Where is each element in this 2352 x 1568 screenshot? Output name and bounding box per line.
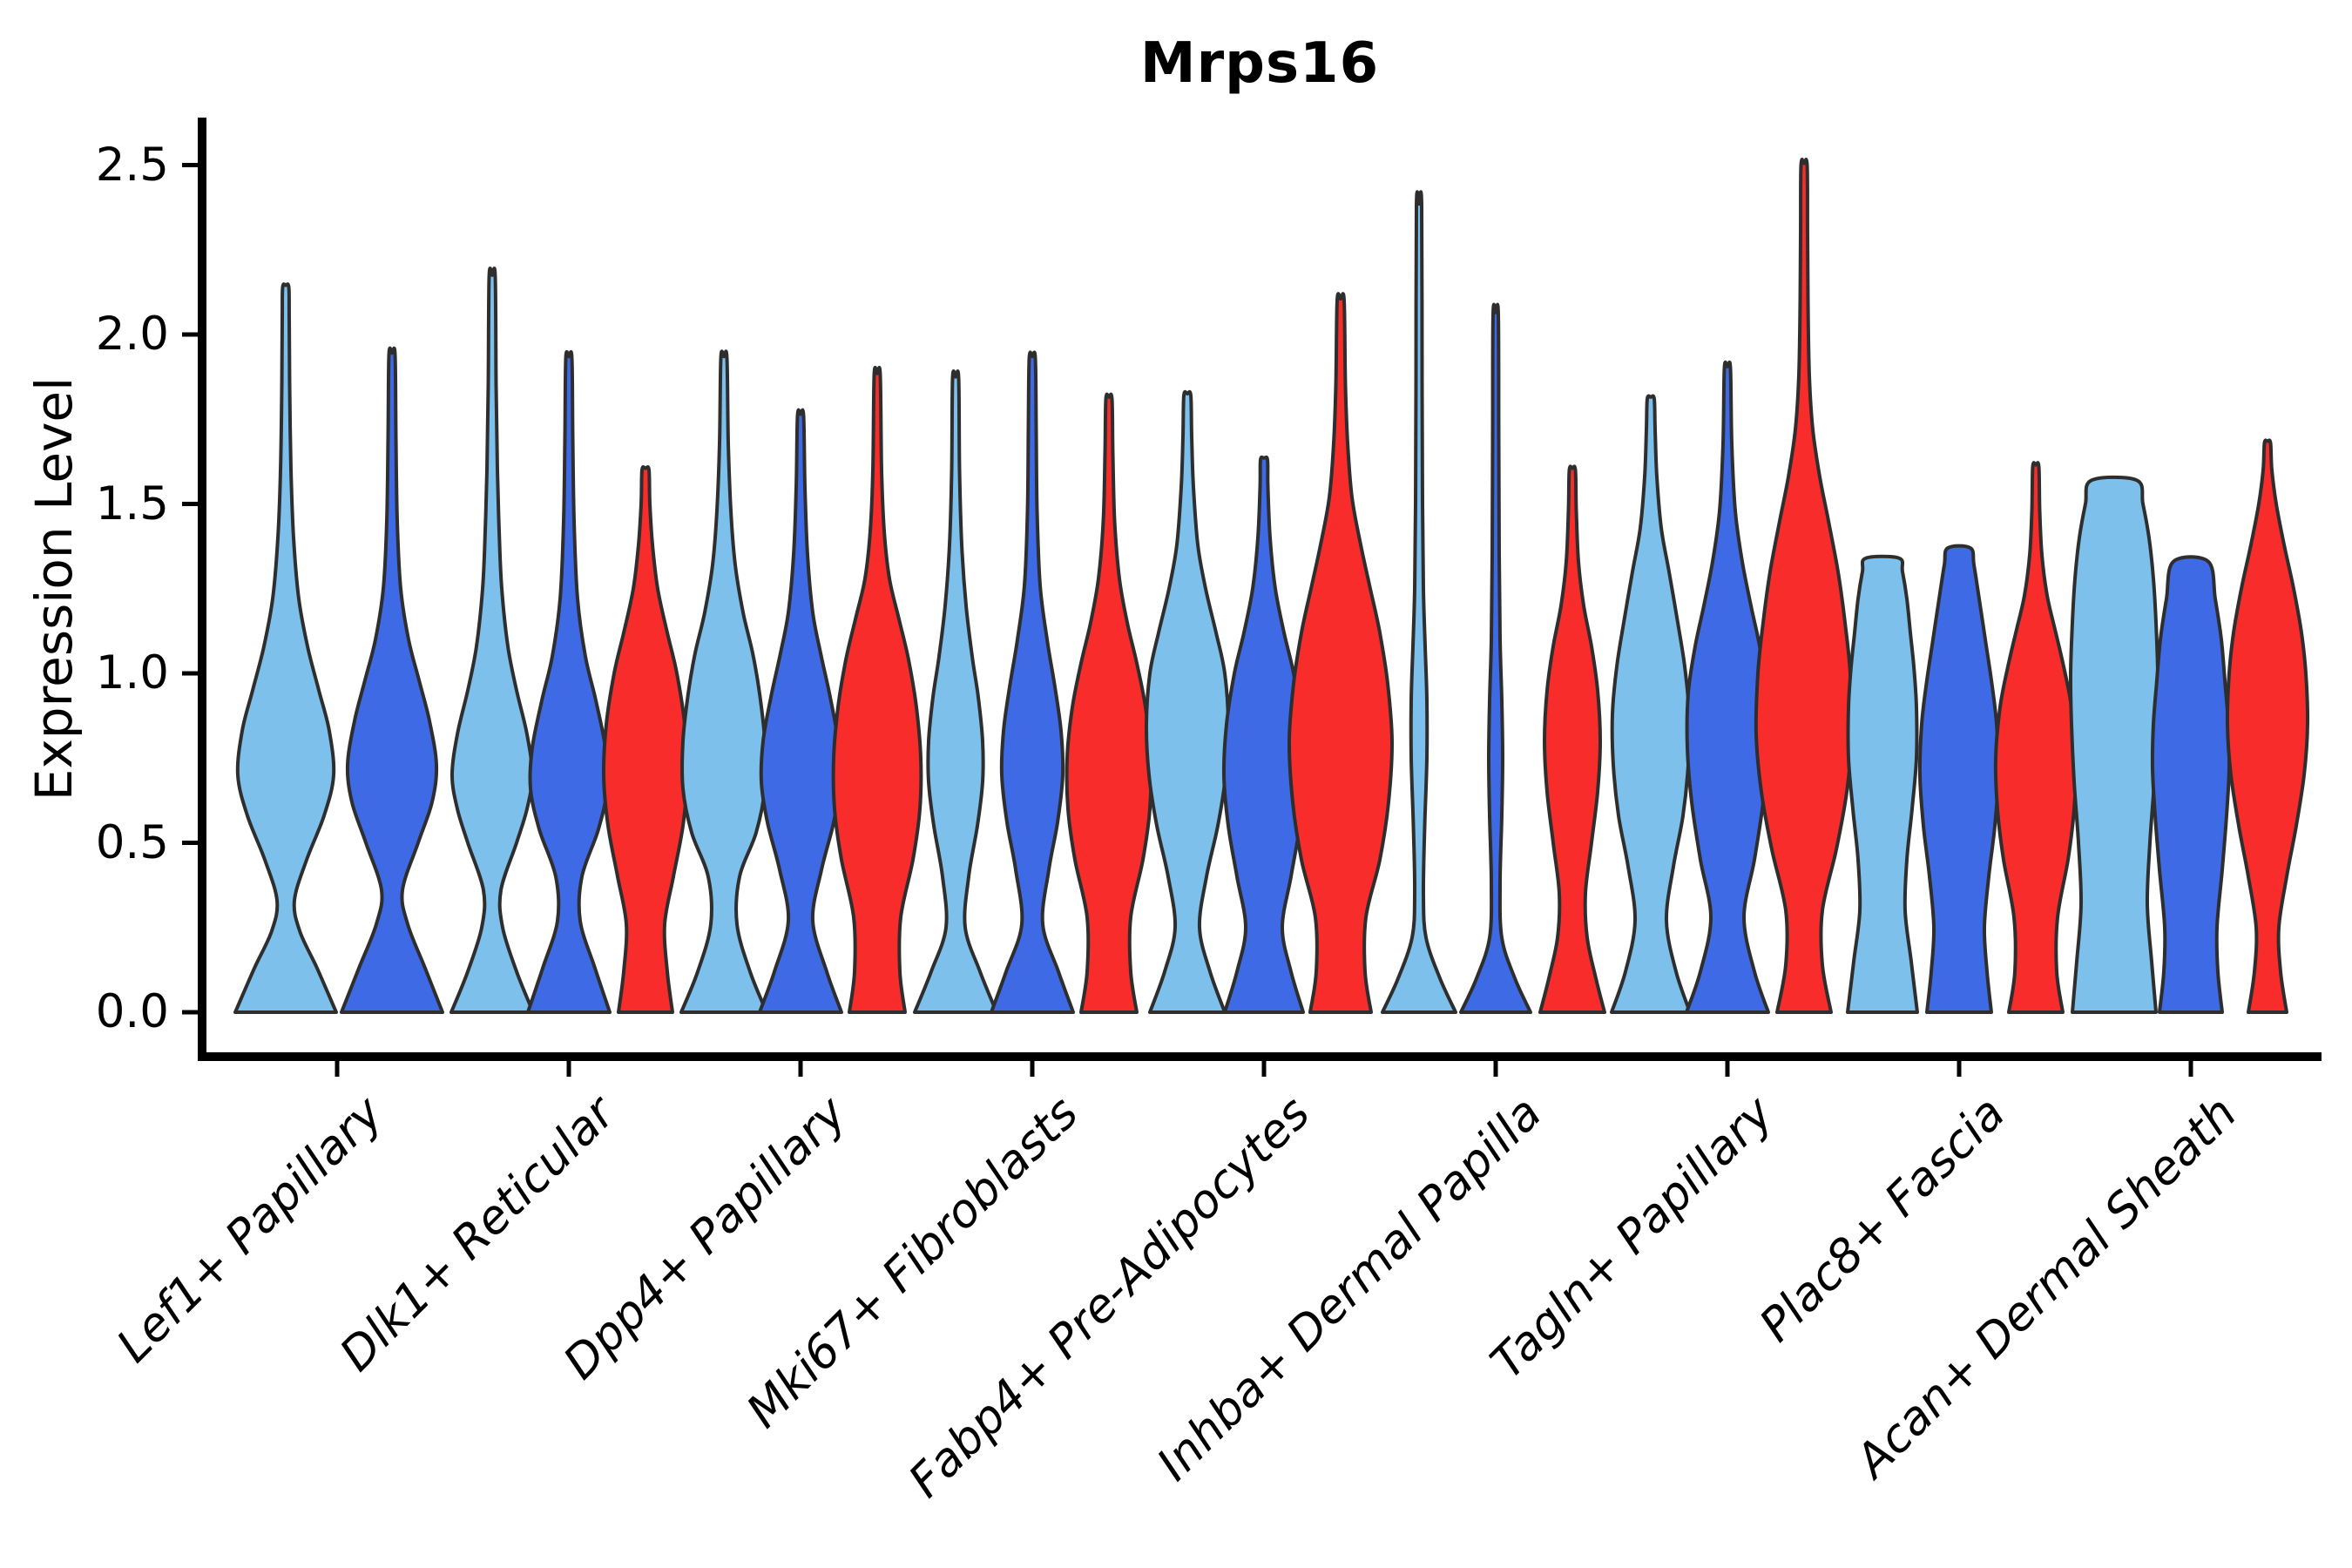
violin-dlk1-reticular-red <box>601 464 690 1014</box>
y-tick-mark <box>182 841 198 845</box>
y-axis-spine <box>198 118 206 1061</box>
x-axis-spine <box>198 1052 2322 1061</box>
violin-inhba-dermal-papilla-red <box>1538 464 1606 1014</box>
x-tick-mark <box>1261 1061 1267 1077</box>
chart-title: Mrps16 <box>1139 31 1380 96</box>
violin-plac8-fascia-skyblue <box>1846 554 1919 1014</box>
violin-dpp4-papillary-royalblue <box>758 408 843 1014</box>
violin-inhba-dermal-papilla-skyblue <box>1381 190 1457 1014</box>
x-tick-mark <box>335 1061 340 1077</box>
x-tick-mark <box>1493 1061 1498 1077</box>
y-tick-label: 2.0 <box>95 308 169 361</box>
x-tick-mark <box>798 1061 803 1077</box>
y-tick-mark <box>182 1010 198 1015</box>
y-tick-mark <box>182 671 198 676</box>
violin-acan-dermal-sheath-skyblue <box>2068 475 2160 1014</box>
y-tick-label: 1.0 <box>95 646 169 700</box>
violin-acan-dermal-sheath-red <box>2225 438 2310 1014</box>
violin-tagln-papillary-skyblue <box>1610 394 1692 1014</box>
violin-lef1-papillary-royalblue <box>340 346 444 1014</box>
y-tick-mark <box>182 502 198 506</box>
x-tick-mark <box>1957 1061 1962 1077</box>
violin-dpp4-papillary-skyblue <box>679 349 768 1014</box>
violin-mki67-fibroblasts-red <box>1064 392 1153 1014</box>
x-tick-mark <box>2188 1061 2193 1077</box>
y-tick-mark <box>182 163 198 167</box>
y-tick-label: 1.5 <box>95 476 169 531</box>
y-tick-label: 0.5 <box>95 815 169 869</box>
violin-tagln-papillary-red <box>1754 158 1855 1014</box>
x-tick-mark <box>566 1061 571 1077</box>
violin-fabp4-pre-adipocytes-red <box>1287 292 1395 1014</box>
y-tick-label: 0.0 <box>95 985 169 1038</box>
x-tick-mark <box>1725 1061 1730 1077</box>
y-tick-label: 2.5 <box>95 138 169 192</box>
x-tick-mark <box>1030 1061 1035 1077</box>
violin-dlk1-reticular-royalblue <box>526 349 612 1014</box>
violin-mki67-fibroblasts-skyblue <box>913 369 998 1014</box>
y-tick-mark <box>182 332 198 337</box>
violin-plac8-fascia-royalblue <box>1917 544 2001 1014</box>
violin-lef1-papillary-skyblue <box>233 282 338 1014</box>
violin-plac8-fascia-red <box>1993 461 2078 1014</box>
violin-dpp4-papillary-red <box>831 365 923 1014</box>
violin-fabp4-pre-adipocytes-skyblue <box>1144 389 1231 1014</box>
violin-inhba-dermal-papilla-royalblue <box>1459 302 1532 1014</box>
violin-dlk1-reticular-skyblue <box>449 266 535 1014</box>
violin-acan-dermal-sheath-royalblue <box>2150 555 2232 1014</box>
violin-mki67-fibroblasts-royalblue <box>990 350 1075 1014</box>
